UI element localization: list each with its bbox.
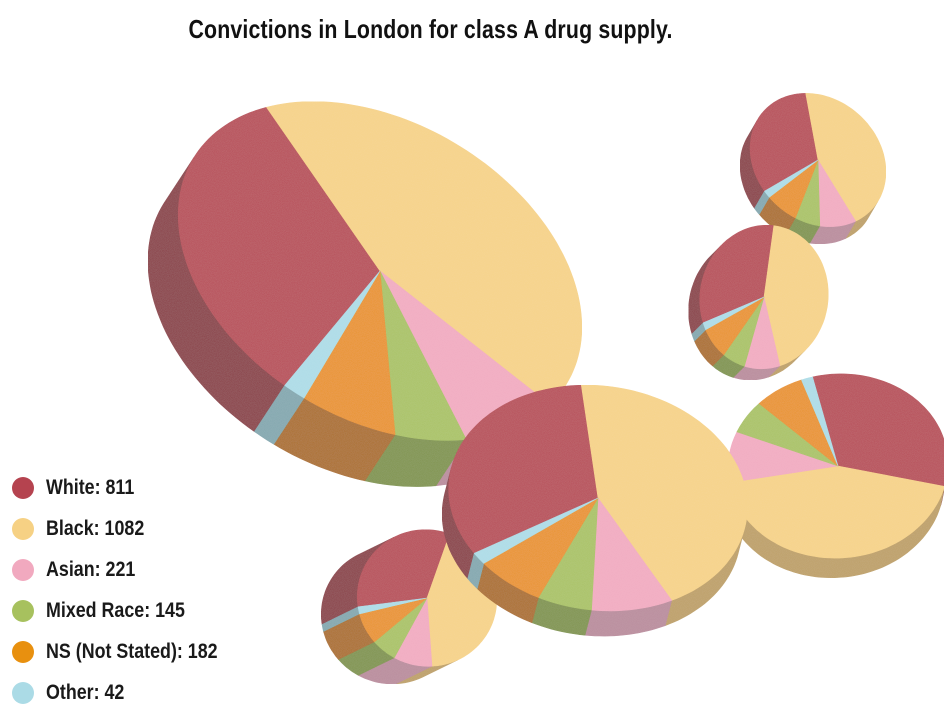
pie-right bbox=[724, 374, 944, 578]
legend-item-not-stated: NS (Not Stated): 182 bbox=[12, 631, 248, 672]
legend-label-other: Other: 42 bbox=[46, 681, 124, 705]
legend-swatch-other bbox=[12, 682, 34, 704]
legend: White: 811 Black: 1082 Asian: 221 Mixed … bbox=[12, 467, 248, 713]
pie-top-right bbox=[740, 93, 886, 243]
legend-swatch-white bbox=[12, 477, 34, 499]
pie-middle-right bbox=[689, 225, 829, 380]
legend-label-asian: Asian: 221 bbox=[46, 558, 135, 582]
legend-item-asian: Asian: 221 bbox=[12, 549, 248, 590]
legend-swatch-black bbox=[12, 518, 34, 540]
legend-swatch-not-stated bbox=[12, 641, 34, 663]
legend-item-mixed-race: Mixed Race: 145 bbox=[12, 590, 248, 631]
legend-swatch-asian bbox=[12, 559, 34, 581]
legend-label-mixed-race: Mixed Race: 145 bbox=[46, 599, 185, 623]
legend-item-other: Other: 42 bbox=[12, 672, 248, 713]
legend-label-not-stated: NS (Not Stated): 182 bbox=[46, 640, 218, 664]
legend-label-white: White: 811 bbox=[46, 476, 134, 500]
legend-item-white: White: 811 bbox=[12, 467, 248, 508]
chart-title: Convictions in London for class A drug s… bbox=[0, 14, 861, 45]
legend-item-black: Black: 1082 bbox=[12, 508, 248, 549]
legend-swatch-mixed-race bbox=[12, 600, 34, 622]
legend-label-black: Black: 1082 bbox=[46, 517, 144, 541]
